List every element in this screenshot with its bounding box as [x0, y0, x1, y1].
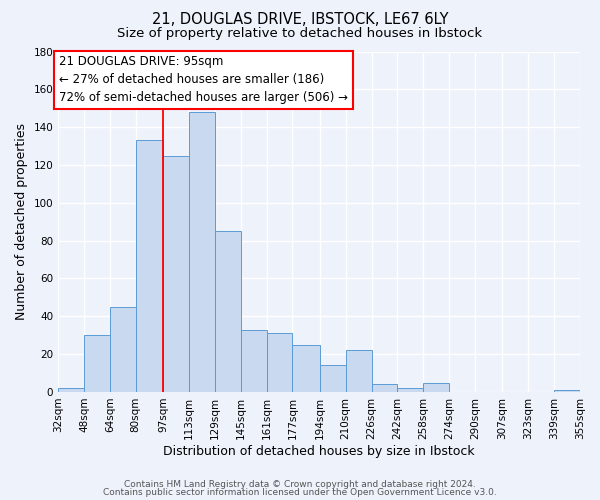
Bar	[371, 384, 397, 392]
Text: Contains HM Land Registry data © Crown copyright and database right 2024.: Contains HM Land Registry data © Crown c…	[124, 480, 476, 489]
Bar	[346, 350, 371, 392]
Bar	[554, 390, 580, 392]
Bar	[163, 156, 189, 392]
Bar	[241, 330, 266, 392]
Y-axis label: Number of detached properties: Number of detached properties	[15, 123, 28, 320]
Text: Size of property relative to detached houses in Ibstock: Size of property relative to detached ho…	[118, 28, 482, 40]
Bar	[189, 112, 215, 392]
Text: 21 DOUGLAS DRIVE: 95sqm
← 27% of detached houses are smaller (186)
72% of semi-d: 21 DOUGLAS DRIVE: 95sqm ← 27% of detache…	[59, 56, 348, 104]
Bar	[215, 231, 241, 392]
Bar	[84, 335, 110, 392]
Text: Contains public sector information licensed under the Open Government Licence v3: Contains public sector information licen…	[103, 488, 497, 497]
Text: 21, DOUGLAS DRIVE, IBSTOCK, LE67 6LY: 21, DOUGLAS DRIVE, IBSTOCK, LE67 6LY	[152, 12, 448, 28]
Bar	[58, 388, 84, 392]
Bar	[110, 307, 136, 392]
Bar	[397, 388, 423, 392]
Bar	[320, 366, 346, 392]
X-axis label: Distribution of detached houses by size in Ibstock: Distribution of detached houses by size …	[163, 444, 475, 458]
Bar	[423, 382, 449, 392]
Bar	[136, 140, 163, 392]
Bar	[266, 334, 292, 392]
Bar	[292, 344, 320, 392]
